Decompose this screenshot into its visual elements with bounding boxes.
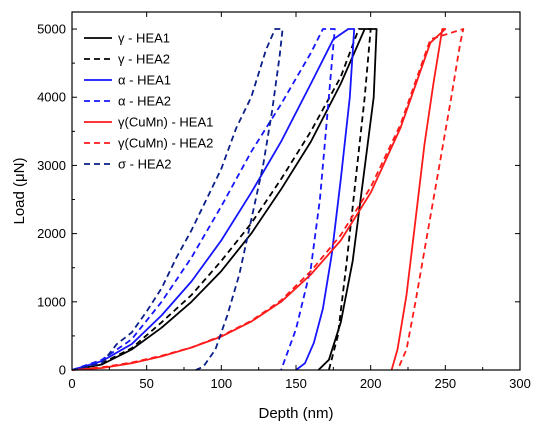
legend-label: α - HEA2 — [118, 94, 171, 109]
x-tick-label: 250 — [434, 376, 456, 391]
legend-label: γ - HEA1 — [118, 31, 170, 46]
y-tick-label: 1000 — [37, 294, 66, 309]
y-tick-label: 4000 — [37, 90, 66, 105]
x-tick-label: 0 — [68, 376, 75, 391]
y-tick-label: 5000 — [37, 22, 66, 37]
legend-label: σ - HEA2 — [118, 157, 172, 172]
legend-label: α - HEA1 — [118, 73, 171, 88]
series-line — [71, 28, 378, 371]
x-tick-label: 100 — [210, 376, 232, 391]
series-line — [71, 28, 465, 371]
series-line — [71, 28, 372, 371]
y-axis-title: Load (μN) — [11, 157, 28, 224]
legend: γ - HEA1 γ - HEA2 α - HEA1 α - HEA2 γ(CuMn) … — [84, 31, 213, 172]
series-line — [71, 28, 356, 371]
y-tick-label: 3000 — [37, 158, 66, 173]
x-tick-label: 300 — [509, 376, 531, 391]
x-tick-label: 200 — [360, 376, 382, 391]
y-tick-label: 2000 — [37, 226, 66, 241]
y-tick-label: 0 — [59, 363, 66, 378]
legend-label: γ(CuMn) - HEA1 — [118, 115, 213, 130]
series-line — [71, 28, 284, 371]
x-tick-label: 150 — [285, 376, 307, 391]
legend-label: γ - HEA2 — [118, 52, 170, 67]
series-layer — [71, 28, 465, 371]
legend-label: γ(CuMn) - HEA2 — [118, 136, 213, 151]
x-tick-label: 50 — [139, 376, 153, 391]
x-axis-title: Depth (nm) — [258, 405, 333, 422]
